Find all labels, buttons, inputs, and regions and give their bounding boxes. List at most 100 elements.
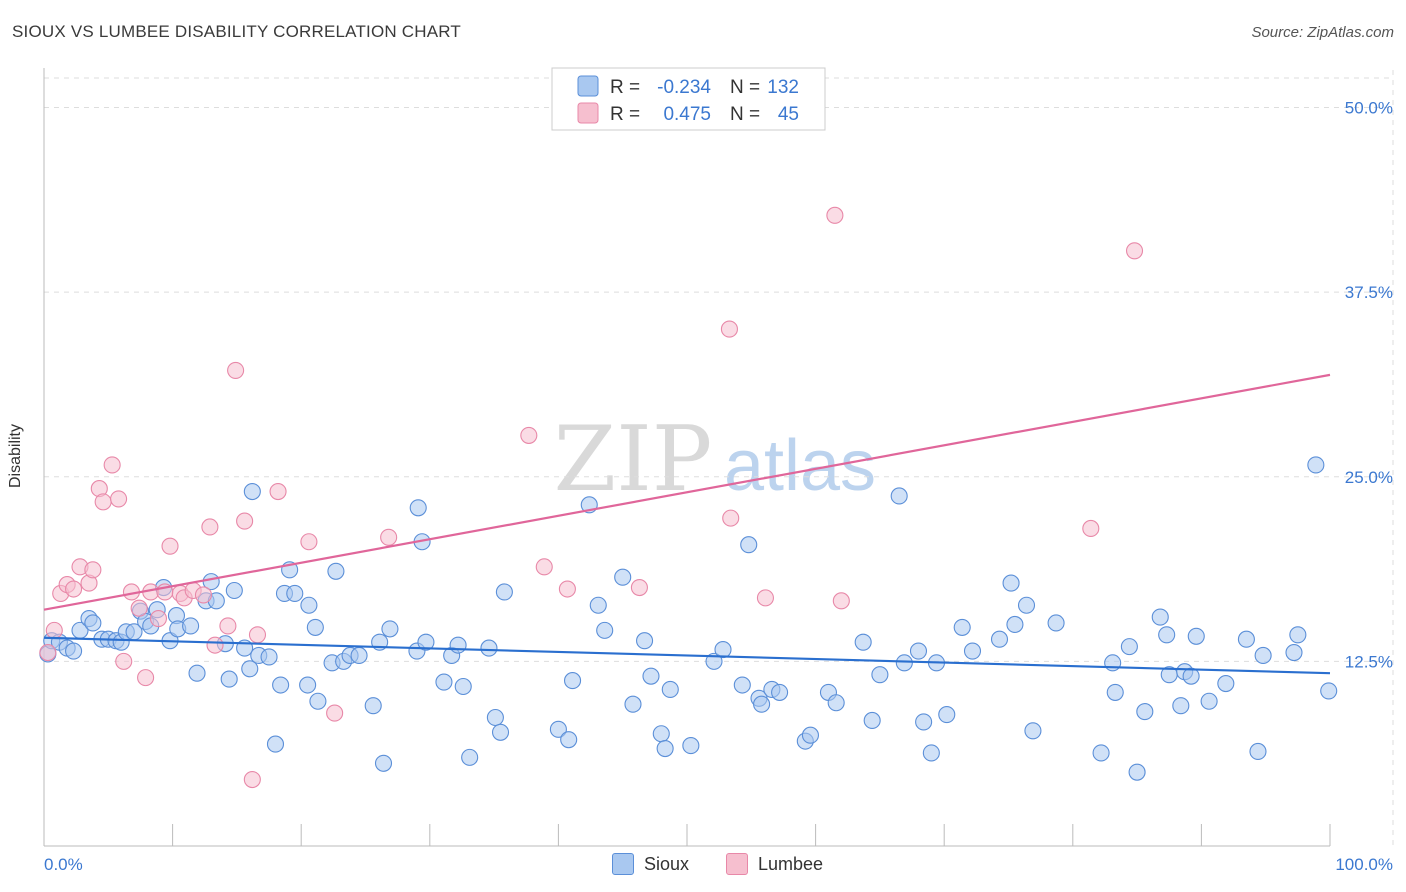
sioux-point <box>1249 742 1267 761</box>
sioux-point <box>915 713 933 731</box>
sioux-point <box>1158 626 1176 644</box>
chart-source: Source: ZipAtlas.com <box>1251 24 1394 41</box>
lumbee-point <box>248 626 267 644</box>
sioux-point <box>1217 674 1235 693</box>
sioux-point <box>863 711 881 730</box>
lumbee-point <box>535 558 553 576</box>
sioux-point <box>652 725 670 743</box>
lumbee-point <box>194 586 213 604</box>
sioux-point <box>243 482 261 501</box>
sioux-point <box>495 583 513 601</box>
sioux-point <box>1172 697 1190 715</box>
lumbee-point <box>201 518 219 536</box>
sioux-point <box>182 617 200 635</box>
sioux-point <box>1006 615 1024 634</box>
sioux-point <box>714 641 732 659</box>
sioux-point <box>560 731 578 749</box>
sioux-point <box>461 748 479 766</box>
sioux-point <box>491 723 510 741</box>
y-tick-label-50: 50.0% <box>1345 99 1393 118</box>
sioux-point <box>827 694 845 712</box>
sioux-point <box>480 639 498 657</box>
sioux-point <box>1047 614 1065 632</box>
lumbee-point <box>1125 242 1144 260</box>
lumbee-point <box>722 509 740 527</box>
sioux-point <box>1285 643 1303 662</box>
sioux-point <box>220 670 238 688</box>
chart-title: SIOUX VS LUMBEE DISABILITY CORRELATION C… <box>12 22 462 41</box>
lumbee-point <box>520 426 538 444</box>
sioux-point <box>266 735 285 753</box>
lumbee-point <box>94 493 112 511</box>
watermark-atlas: atlas <box>724 426 876 506</box>
legend-r-value-sioux: -0.234 <box>657 77 711 98</box>
legend-swatch-sioux <box>577 75 599 97</box>
sioux-point <box>549 720 567 738</box>
sioux-point <box>596 621 614 639</box>
bottom-legend-sioux: Sioux <box>612 852 689 876</box>
sioux-point <box>1307 456 1325 474</box>
y-tick-label-12-5: 12.5% <box>1345 652 1393 671</box>
sioux-point <box>771 683 789 701</box>
sioux-point <box>381 620 399 638</box>
sioux-point <box>963 642 982 660</box>
sioux-point <box>1017 596 1036 614</box>
grid-lines <box>44 70 1394 846</box>
lumbee-point <box>558 580 576 598</box>
sioux-point <box>1120 638 1138 656</box>
sioux-point <box>953 618 971 636</box>
sioux-point <box>65 642 83 660</box>
sioux-point <box>435 673 453 691</box>
sioux-point <box>753 695 771 713</box>
sioux-point <box>272 676 290 694</box>
legend-swatch-lumbee <box>577 102 599 124</box>
lumbee-point <box>39 643 57 662</box>
x-tick-label-min: 0.0% <box>44 855 83 874</box>
sioux-point <box>990 630 1009 648</box>
sioux-point <box>1002 574 1020 592</box>
lumbee-point <box>832 592 850 610</box>
lumbee-point <box>1082 519 1100 538</box>
bottom-legend-lumbee: Lumbee <box>726 852 823 876</box>
y-tick-label-25: 25.0% <box>1345 468 1393 487</box>
legend-r-value-lumbee: 0.475 <box>663 104 711 125</box>
lumbee-point <box>219 617 237 635</box>
sioux-point <box>417 633 435 651</box>
sioux-point <box>1320 682 1338 700</box>
sioux-point <box>299 676 317 694</box>
bottom-legend-label-lumbee: Lumbee <box>758 853 824 874</box>
sioux-point <box>733 676 751 694</box>
bottom-legend-label-sioux: Sioux <box>644 853 690 874</box>
sioux-point <box>449 636 467 654</box>
correlation-legend: R = -0.234 N = 132 R = 0.475 N = 45 <box>551 67 826 131</box>
lumbee-point <box>720 320 738 338</box>
sioux-point <box>1136 703 1154 721</box>
lumbee-point <box>826 206 844 224</box>
lumbee-point <box>130 599 148 617</box>
sioux-point <box>486 708 504 727</box>
sioux-point <box>454 677 472 696</box>
bottom-legend-swatch-lumbee <box>726 853 748 875</box>
tick-labels: 0.0% 100.0% 12.5% 25.0% 37.5% 50.0% <box>44 99 1393 874</box>
y-tick-label-37-5: 37.5% <box>1345 283 1393 302</box>
x-tick-label-max: 100.0% <box>1335 855 1393 874</box>
sioux-point <box>300 596 318 614</box>
sioux-point <box>364 697 382 715</box>
sioux-point <box>642 667 660 685</box>
lumbee-point <box>149 610 168 628</box>
lumbee-point <box>84 561 102 579</box>
legend-n-label-lumbee: N = <box>730 104 760 125</box>
lumbee-point <box>115 652 133 670</box>
legend-n-label-sioux: N = <box>730 77 760 98</box>
sioux-point <box>1237 630 1255 648</box>
sioux-point <box>909 642 928 660</box>
sioux-point <box>563 672 582 690</box>
lumbee-point <box>243 770 261 789</box>
sioux-point <box>740 536 758 554</box>
lumbee-point <box>227 361 245 379</box>
lumbee-trend-line <box>43 373 1331 611</box>
sioux-point <box>938 706 956 724</box>
lumbee-point <box>380 528 398 546</box>
trend-lines <box>43 373 1331 675</box>
